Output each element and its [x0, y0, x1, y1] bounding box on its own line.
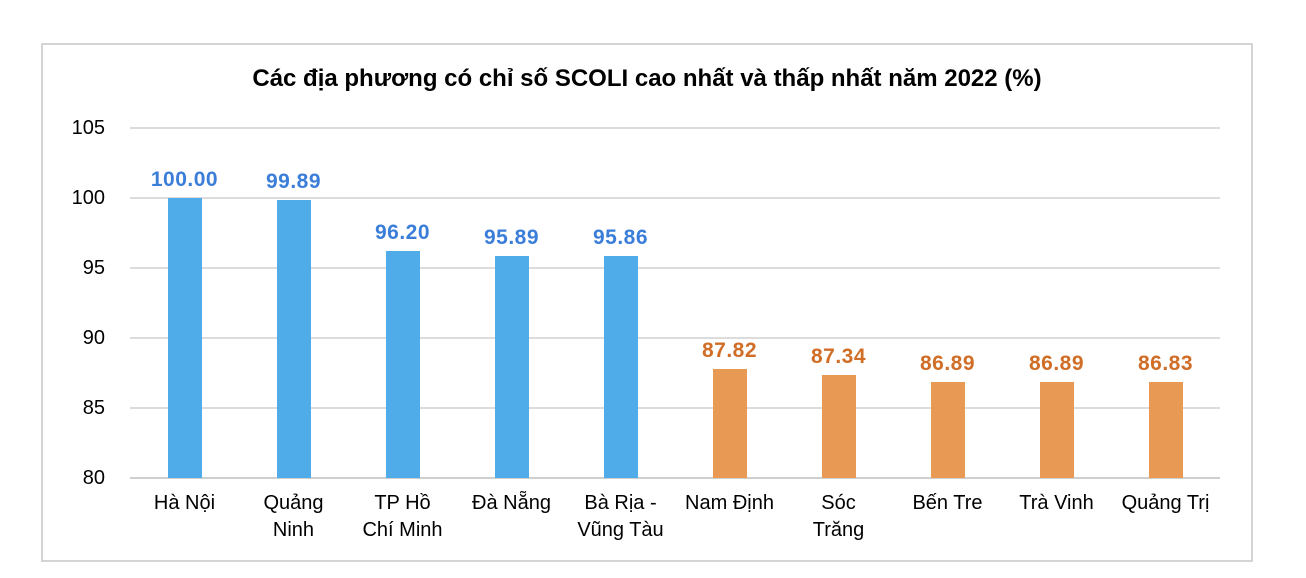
bar-value-label: 99.89 — [265, 169, 322, 193]
bar — [1039, 381, 1074, 478]
bar — [1148, 382, 1183, 478]
chart-panel: Các địa phương có chỉ số SCOLI cao nhất … — [41, 43, 1253, 562]
y-tick-label-105: 105 — [71, 117, 105, 139]
bar — [494, 255, 529, 478]
bar-value-label: 86.89 — [919, 351, 976, 375]
bar-value-label: 86.89 — [1028, 351, 1085, 375]
bar-slot-8: 86.89 — [1002, 128, 1111, 478]
bar — [821, 375, 856, 478]
x-tick-label-6: Sóc Trăng — [812, 492, 865, 541]
bar-value-label: 96.20 — [374, 221, 431, 245]
chart-title: Các địa phương có chỉ số SCOLI cao nhất … — [252, 65, 1042, 92]
gridline-90 — [130, 337, 1220, 339]
bar — [167, 198, 202, 478]
bar-slot-1: 99.89 — [239, 128, 348, 478]
bar-slot-3: 95.89 — [457, 128, 566, 478]
gridline-85 — [130, 407, 1220, 409]
bar — [603, 255, 638, 478]
x-tick-label-0: Hà Nội — [153, 492, 216, 514]
bar-slot-0: 100.00 — [130, 128, 239, 478]
bar — [385, 251, 420, 478]
gridline-105 — [130, 127, 1220, 129]
bar-slot-7: 86.89 — [893, 128, 1002, 478]
y-tick-label-95: 95 — [82, 257, 105, 279]
bar-value-label: 95.89 — [483, 225, 540, 249]
x-tick-label-8: Trà Vinh — [1019, 492, 1094, 514]
bar — [712, 368, 747, 478]
plot-area: 100.00 99.89 96.20 95.89 95.86 87.82 87.34 86.8… — [130, 127, 1220, 479]
y-tick-label-80: 80 — [82, 467, 105, 489]
gridline-95 — [130, 267, 1220, 269]
bar — [276, 199, 311, 478]
y-tick-label-90: 90 — [82, 327, 105, 349]
x-tick-label-3: Đà Nẵng — [472, 492, 551, 514]
x-tick-label-2: TP Hồ Chí Minh — [362, 492, 443, 541]
bar-slot-9: 86.83 — [1111, 128, 1220, 478]
gridline-100 — [130, 197, 1220, 199]
bar-value-label: 86.83 — [1137, 352, 1194, 376]
bar-slot-2: 96.20 — [348, 128, 457, 478]
bar-value-label: 95.86 — [592, 225, 649, 249]
bar-slot-5: 87.82 — [675, 128, 784, 478]
x-tick-label-1: Quảng Ninh — [263, 492, 324, 541]
bar — [930, 381, 965, 478]
x-tick-label-5: Nam Định — [685, 492, 774, 514]
bar-value-label: 100.00 — [150, 168, 219, 191]
x-tick-label-9: Quảng Trị — [1121, 492, 1210, 514]
bar-value-label: 87.34 — [810, 345, 867, 369]
bar-value-label: 87.82 — [701, 338, 758, 362]
y-tick-label-85: 85 — [82, 397, 105, 419]
bar-slot-4: 95.86 — [566, 128, 675, 478]
y-tick-label-100: 100 — [71, 187, 105, 209]
bar-slot-6: 87.34 — [784, 128, 893, 478]
x-tick-label-7: Bến Tre — [912, 492, 983, 514]
gridline-80 — [130, 477, 1220, 479]
x-tick-label-4: Bà Rịa - Vũng Tàu — [577, 492, 664, 541]
